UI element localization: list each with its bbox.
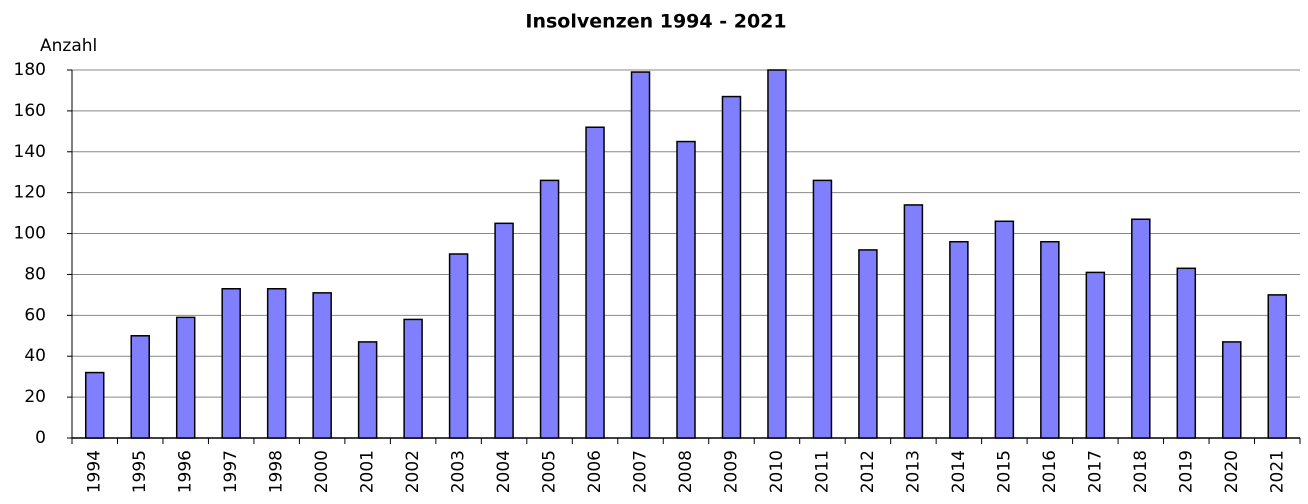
bar	[1040, 240, 1060, 439]
x-tick-label: 2019	[1176, 450, 1196, 493]
y-tick-label: 100	[14, 224, 46, 244]
bar	[130, 335, 150, 439]
x-tick-label: 2015	[994, 450, 1014, 493]
x-tick-label: 2003	[449, 450, 469, 493]
x-tick-label: 2016	[1040, 450, 1060, 493]
x-tick-label: 2021	[1267, 450, 1287, 493]
x-tick-label: 2018	[1131, 450, 1151, 493]
bar	[676, 140, 696, 439]
y-tick-label: 80	[24, 264, 46, 284]
x-tick-label: 1994	[85, 450, 105, 493]
y-tick-label: 160	[14, 101, 46, 121]
bar	[357, 341, 378, 439]
x-tick-label: 2001	[358, 450, 378, 493]
bar	[858, 249, 878, 439]
x-tick-label: 1998	[267, 450, 287, 493]
x-tick-label: 1996	[176, 450, 196, 493]
bar	[84, 371, 105, 439]
x-tick-label: 1995	[130, 450, 150, 493]
x-tick-label: 2020	[1222, 450, 1242, 493]
y-axis-label: Anzahl	[40, 36, 97, 56]
x-tick-label: 2007	[631, 450, 651, 493]
bar	[312, 292, 332, 439]
bar	[175, 316, 196, 439]
x-tick-label: 2006	[585, 450, 605, 493]
bar	[721, 95, 742, 439]
x-tick-label: 2005	[540, 450, 560, 493]
y-tick-label: 20	[24, 387, 46, 407]
bar	[994, 220, 1015, 439]
x-tick-label: 2012	[858, 450, 878, 493]
bar	[949, 240, 969, 439]
x-tick-label: 2000	[312, 450, 332, 493]
bar	[767, 69, 787, 439]
chart-title: Insolvenzen 1994 - 2021	[525, 11, 786, 33]
y-tick-label: 120	[14, 183, 46, 203]
bar	[403, 318, 423, 439]
x-tick-label: 2010	[767, 450, 787, 493]
bar	[1085, 271, 1106, 439]
x-tick-label: 2017	[1085, 450, 1105, 493]
x-tick-label: 2009	[721, 450, 741, 493]
y-tick-label: 140	[14, 142, 46, 162]
x-tick-label: 1997	[221, 450, 241, 493]
y-tick-label: 0	[35, 428, 46, 448]
bar	[1176, 267, 1197, 439]
bar	[1222, 341, 1242, 439]
bar	[221, 288, 241, 439]
x-tick-label: 2013	[903, 450, 923, 493]
bar	[903, 204, 924, 439]
y-tick-label: 180	[14, 60, 46, 80]
bar	[539, 179, 560, 439]
bar	[630, 71, 651, 439]
bar	[585, 126, 605, 439]
bar	[266, 288, 287, 439]
x-tick-label: 2014	[949, 450, 969, 493]
bar	[448, 253, 469, 439]
x-tick-label: 2004	[494, 450, 514, 493]
x-tick-label: 2011	[812, 450, 832, 493]
bar	[494, 222, 514, 439]
bar	[1131, 218, 1151, 439]
bar	[1267, 294, 1288, 439]
x-tick-label: 2002	[403, 450, 423, 493]
y-tick-label: 40	[24, 346, 46, 366]
bar	[812, 179, 833, 439]
x-tick-label: 2008	[676, 450, 696, 493]
y-tick-label: 60	[24, 305, 46, 325]
